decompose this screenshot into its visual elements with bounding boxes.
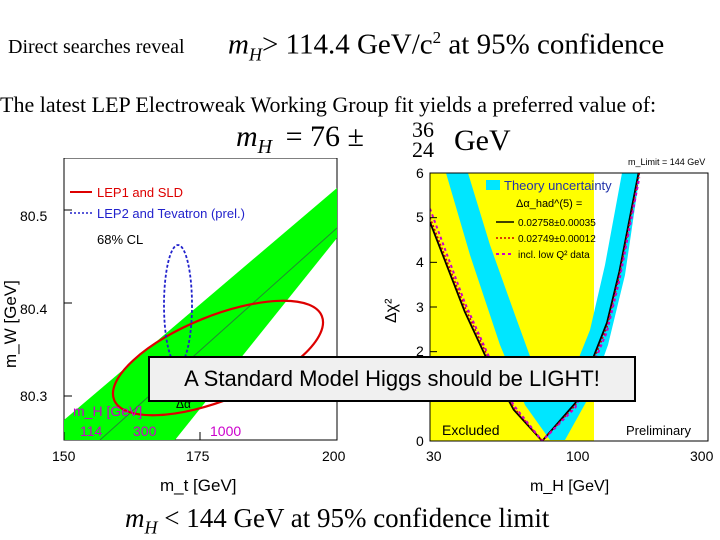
fit-var: m	[236, 120, 258, 153]
mh-band	[64, 188, 337, 440]
fit-error-up: 36	[412, 117, 434, 142]
fit-curve-3	[430, 177, 641, 441]
legend-entry-2: 0.02749±0.00012	[518, 234, 596, 245]
lep2-ellipse	[163, 244, 193, 366]
fit-sub: H	[257, 136, 273, 158]
mass-sub: H	[248, 44, 262, 65]
r-y-tick: 3	[416, 299, 424, 315]
fit-curve-1	[430, 173, 640, 441]
legend-entry-3: incl. low Q² data	[518, 250, 590, 261]
r-y-tick: 2	[416, 343, 424, 359]
delta-chi2-plot: m_Limit = 144 GeV 0 1 2 3 4 5 6 30 100 3…	[383, 157, 714, 495]
fit-statement: The latest LEP Electroweak Working Group…	[0, 92, 657, 117]
r-y-tick: 0	[416, 433, 424, 449]
x-tick-label: 200	[322, 448, 346, 464]
confidence-text: at 95% confidence	[441, 28, 665, 61]
fit-unit: GeV	[454, 124, 511, 157]
conclusion-banner: A Standard Model Higgs should be LIGHT!	[148, 356, 636, 402]
upper-limit-statement: mH < 144 GeV at 95% confidence limit	[125, 503, 549, 538]
right-x-label: m_H [GeV]	[530, 478, 609, 495]
theory-legend: Theory uncertainty	[504, 178, 612, 193]
mw-mt-plot: 80.5 80.4 80.3 150 175 200 m_t [GeV] m_W…	[1, 158, 346, 495]
cl-note: 68% CL	[97, 232, 143, 247]
r-x-tick: 300	[690, 448, 714, 464]
footer-text: < 144 GeV at 95% confidence limit	[157, 503, 550, 533]
footer-var: m	[125, 503, 145, 533]
band-line	[99, 227, 337, 440]
search-limit-statement: mH> 114.4 GeV/c2 at 95% confidence	[228, 28, 664, 65]
theory-legend-swatch	[486, 180, 500, 190]
right-y-label: Δχ²	[383, 298, 400, 323]
preliminary-label: Preliminary	[626, 423, 692, 438]
fit-curve-2	[430, 173, 641, 441]
left-y-label: m_W [GeV]	[1, 280, 20, 368]
excluded-label: Excluded	[442, 422, 500, 438]
fit-error-down: 24	[412, 137, 434, 162]
left-x-label: m_t [GeV]	[160, 476, 237, 495]
x-tick-label: 175	[186, 448, 210, 464]
footer-sub: H	[144, 517, 158, 538]
y-tick-label: 80.4	[20, 301, 47, 317]
r-x-tick: 30	[426, 448, 442, 464]
lep1-legend: LEP1 and SLD	[97, 185, 183, 200]
limit-label: m_Limit = 144 GeV	[628, 157, 705, 167]
y-tick-label: 80.5	[20, 208, 47, 224]
fit-value: mH = 76 ±	[236, 120, 364, 159]
r-x-tick: 100	[566, 448, 590, 464]
mh-tick-1000: 1000	[210, 423, 241, 439]
mh-band-label: m_H [GeV]	[73, 403, 142, 419]
r-y-tick: 4	[416, 254, 424, 270]
r-y-tick: 5	[416, 209, 424, 225]
y-tick-label: 80.3	[20, 388, 47, 404]
unit-sup: 2	[432, 28, 442, 47]
fit-eq: = 76 ±	[285, 120, 365, 153]
intro-text: Direct searches reveal	[8, 36, 185, 58]
fit-errors: 36 24	[412, 117, 434, 162]
lep2-legend: LEP2 and Tevatron (prel.)	[97, 206, 245, 221]
legend-entry-1: 0.02758±0.00035	[518, 218, 596, 229]
delta-alpha-title: Δα_had^(5) =	[516, 198, 582, 210]
mass-var: m	[228, 28, 249, 61]
mh-tick-300: 300	[133, 423, 157, 439]
limit-text: > 114.4 GeV/c	[261, 28, 433, 61]
x-tick-label: 150	[52, 448, 76, 464]
r-y-tick: 6	[416, 165, 424, 181]
mh-tick-114: 114	[80, 423, 103, 439]
